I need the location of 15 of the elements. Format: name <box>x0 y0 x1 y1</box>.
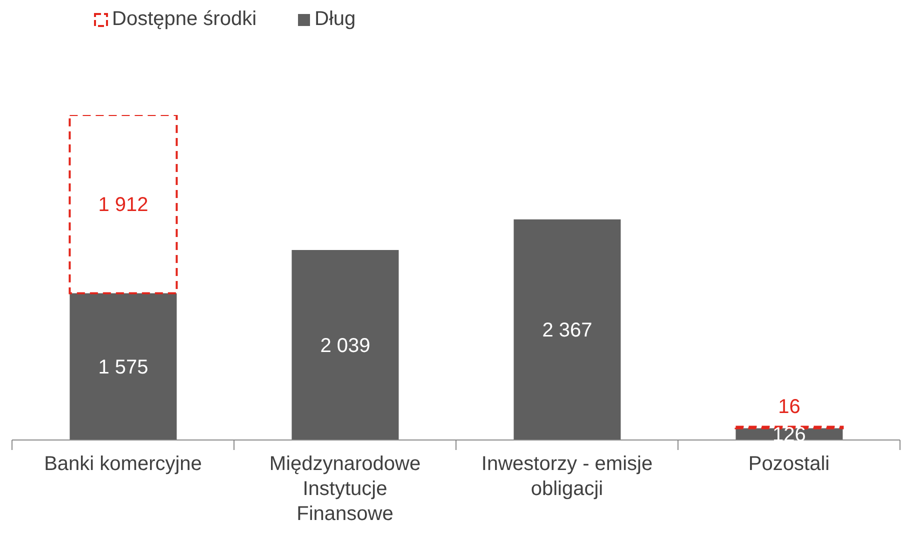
data-label: 2 367 <box>542 320 592 342</box>
bar <box>292 250 399 440</box>
x-tick-label: Pozostali <box>748 453 830 475</box>
data-label: 16 <box>778 396 800 418</box>
x-tick-label: Międzynarodowe Instytucje Finansowe <box>269 453 421 525</box>
bar <box>514 219 621 440</box>
bar <box>70 293 177 440</box>
legend-label: Dostępne środki <box>112 8 257 31</box>
data-label: 1 575 <box>98 356 148 379</box>
x-tick-label: Inwestorzy - emisje obligacji <box>481 453 653 500</box>
data-label: 1 912 <box>98 194 148 216</box>
x-tick-label: Banki komercyjne <box>44 453 202 475</box>
legend-label: Dług <box>314 8 356 31</box>
data-label: 2 039 <box>320 334 370 357</box>
bar <box>68 115 178 294</box>
